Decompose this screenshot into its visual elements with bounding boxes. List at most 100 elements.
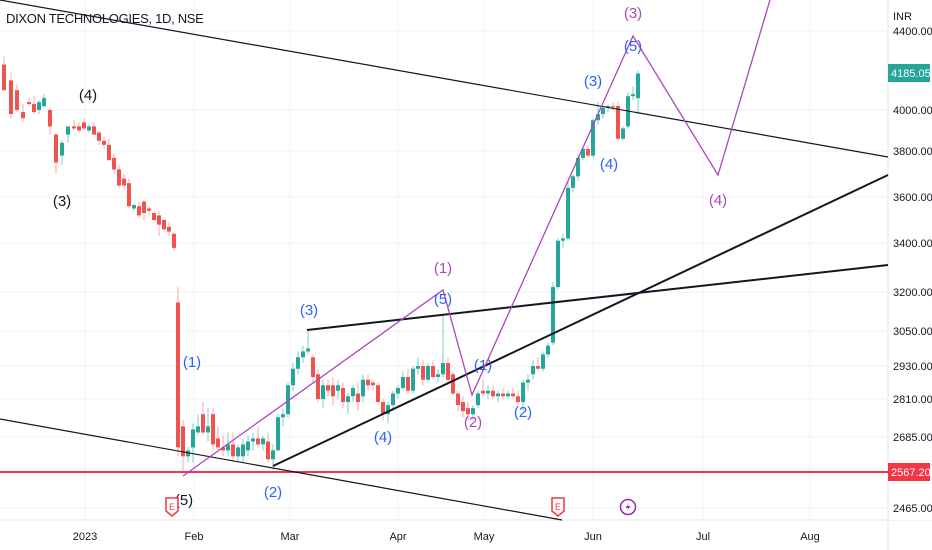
candle (356, 382, 360, 412)
candle (366, 374, 370, 391)
candle (391, 390, 395, 412)
candle (411, 366, 415, 394)
last-price-badge: 4185.05 (888, 64, 931, 82)
price-tick: 2810.00 (893, 394, 932, 406)
candle (286, 382, 290, 418)
candle (531, 360, 535, 380)
candle (32, 96, 36, 115)
trendline-resistance[interactable] (306, 264, 889, 331)
svg-text:2567.20: 2567.20 (891, 467, 931, 479)
svg-text:4185.05: 4185.05 (891, 68, 931, 80)
candle (127, 178, 131, 209)
candle (60, 140, 64, 165)
candle (501, 388, 505, 399)
price-tick: 2685.00 (893, 432, 932, 444)
candle (546, 342, 550, 358)
candle (516, 390, 520, 406)
candle (132, 203, 136, 211)
candle (231, 432, 235, 463)
candle (331, 377, 335, 406)
price-axis[interactable]: INR 4400.00 4000.00 3800.00 3600.00 3400.00 32… (888, 0, 932, 520)
price-tick: 3800.00 (893, 146, 932, 158)
candle (421, 360, 425, 386)
trendlines[interactable] (0, 0, 889, 521)
candle (441, 315, 445, 377)
candle (621, 126, 625, 141)
wave-labels: (4) (3) (5) (1) (2) (3) (4) (5) (1) (2) (3) (4) (5) (… (53, 5, 727, 509)
candle (461, 396, 465, 418)
earnings-icon[interactable]: E (551, 497, 565, 517)
time-axis[interactable]: 2023 Feb Mar Apr May Jun Jul Aug (73, 531, 820, 543)
price-tick: 3200.00 (893, 287, 932, 299)
wave-label: (4) (79, 87, 97, 104)
trendline-support-rising[interactable] (272, 174, 889, 467)
candle (601, 106, 605, 119)
candle (72, 120, 76, 131)
wave-label: (4) (374, 429, 392, 446)
candle (87, 124, 91, 133)
candle (186, 447, 190, 463)
candle (276, 414, 280, 451)
price-tick: 2930.00 (893, 361, 932, 373)
time-tick: Apr (389, 531, 406, 543)
candle (346, 393, 350, 415)
candle (112, 153, 116, 174)
price-tick: 4000.00 (893, 105, 932, 117)
price-tick: 3600.00 (893, 192, 932, 204)
time-tick: Jul (696, 531, 710, 543)
candle (361, 374, 365, 403)
wave-label: (3) (624, 5, 642, 22)
candle (436, 368, 440, 383)
candle (491, 385, 495, 399)
candle (82, 118, 86, 131)
time-tick: Aug (800, 531, 820, 543)
candle (476, 390, 480, 409)
candle (541, 351, 545, 372)
candle (301, 345, 305, 364)
candle (92, 122, 96, 135)
candle (406, 368, 410, 394)
time-tick: May (474, 531, 495, 543)
candle (281, 408, 285, 427)
candle (416, 357, 420, 375)
candle (326, 379, 330, 397)
time-tick: Feb (185, 531, 204, 543)
candle (426, 363, 430, 383)
time-tick: Jun (584, 531, 602, 543)
elliott-projection-path[interactable] (182, 0, 771, 477)
candle (162, 217, 166, 232)
earnings-icon[interactable]: E (165, 497, 179, 517)
trendline-upper-channel[interactable] (0, 0, 889, 158)
trendline-lower-channel[interactable] (0, 418, 563, 521)
candle (311, 354, 315, 383)
candle (48, 108, 52, 135)
candle (147, 206, 151, 216)
candle (176, 287, 180, 457)
candle (211, 408, 215, 451)
candle (581, 146, 585, 161)
elliott-projection[interactable] (182, 0, 771, 477)
support-price-badge: 2567.20 (888, 463, 931, 481)
candle (481, 379, 485, 397)
candle (181, 420, 185, 472)
candle (396, 385, 400, 399)
candle (471, 405, 475, 421)
wave-label: (5) (434, 291, 452, 308)
candle (191, 423, 195, 463)
wave-label: (1) (474, 357, 492, 374)
candle (296, 351, 300, 375)
candle (451, 371, 455, 397)
symbol-title[interactable]: DIXON TECHNOLOGIES, 1D, NSE (6, 11, 204, 26)
candle (261, 435, 265, 451)
candle (137, 201, 141, 218)
candle (216, 426, 220, 451)
candle (456, 390, 460, 412)
candle (2, 56, 6, 91)
dividend-icon[interactable] (619, 498, 637, 516)
candle (221, 435, 225, 457)
candle (21, 104, 25, 123)
candle (15, 84, 19, 113)
candle (152, 210, 156, 223)
